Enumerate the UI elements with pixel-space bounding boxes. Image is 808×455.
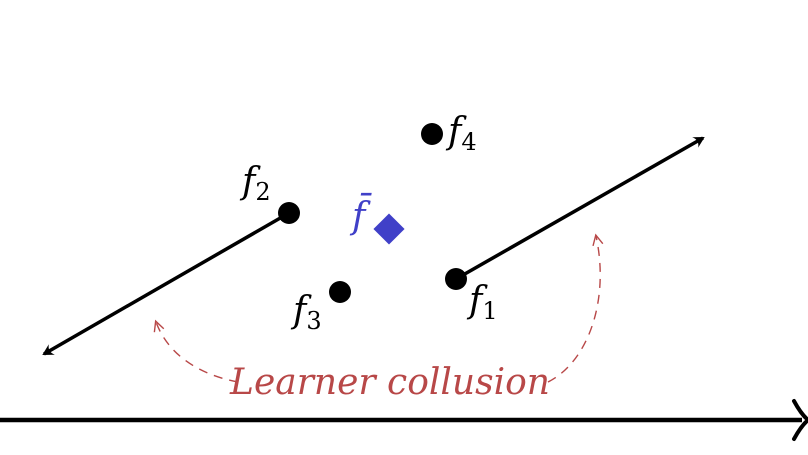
label-f3: f3: [290, 290, 322, 335]
label-f1: f1: [466, 280, 498, 325]
collusion-label: Learner collusion: [229, 362, 550, 403]
collusion-arrow-right: [547, 233, 604, 383]
point-f3: [329, 281, 351, 303]
label-f2: f2: [239, 161, 271, 206]
point-f1: [445, 268, 467, 290]
point-f4: [421, 123, 443, 145]
mean-diamond: [373, 213, 405, 245]
f1-direction-arrow: [455, 136, 705, 281]
horizontal-axis-arrowhead: [792, 399, 808, 441]
label-f4: f4: [445, 111, 477, 156]
point-f2: [278, 202, 300, 224]
collusion-arrow-left: [153, 319, 239, 383]
label-mean: f̄: [349, 193, 372, 237]
f2-direction-arrow: [42, 211, 290, 356]
